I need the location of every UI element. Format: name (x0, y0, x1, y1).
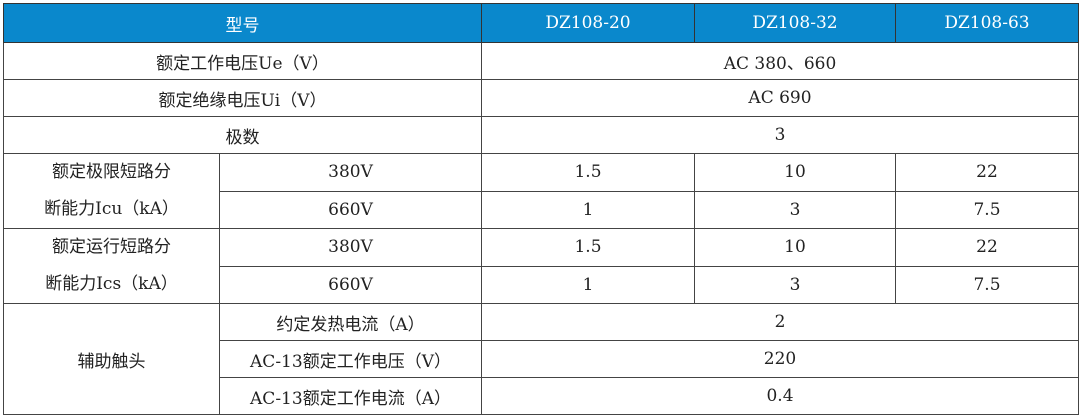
cell: 22 (895, 228, 1079, 267)
group-label-icu: 额定极限短路分 断能力Icu（kA） (3, 153, 220, 229)
row-value: 3 (481, 116, 1079, 154)
table-row: 660V 1 3 7.5 (4, 190, 1079, 229)
cell: 1 (481, 265, 695, 304)
model-col: DZ108-32 (694, 3, 896, 43)
cell: 7.5 (895, 190, 1079, 229)
row-value: AC 380、660 (481, 42, 1079, 80)
cell: 1.5 (481, 228, 695, 267)
row-label: 额定工作电压Ue（V） (3, 42, 482, 80)
model-col: DZ108-20 (481, 3, 695, 43)
label-line: 断能力Icu（kA） (44, 199, 179, 219)
row-label: 极数 (3, 116, 482, 154)
cell: 220 (481, 340, 1079, 378)
table-row: 660V 1 3 7.5 (4, 265, 1079, 304)
sub-label: 380V (219, 153, 482, 192)
sub-label: AC-13额定工作电压（V） (219, 340, 482, 378)
table-row: AC-13额定工作电流（A） 0.4 (4, 377, 1079, 415)
label-line: 额定运行短路分 (52, 237, 171, 257)
cell: 7.5 (895, 265, 1079, 304)
group-label-aux: 辅助触头 (3, 303, 220, 415)
sub-label: 660V (219, 190, 482, 229)
model-header: 型号 (3, 3, 482, 43)
cell: 2 (481, 303, 1079, 341)
row-label: 额定绝缘电压Ui（V） (3, 79, 482, 117)
cell: 10 (694, 228, 896, 267)
table-row: 额定绝缘电压Ui（V） AC 690 (3, 79, 1079, 117)
group-label-ics: 额定运行短路分 断能力Ics（kA） (3, 228, 220, 304)
sub-label: 660V (219, 265, 482, 304)
table-row: 额定极限短路分 断能力Icu（kA） 380V 1.5 10 22 (3, 153, 1079, 229)
label-line: 额定极限短路分 (52, 162, 171, 182)
table-row: 极数 3 (3, 116, 1079, 154)
cell: 1 (481, 190, 695, 229)
sub-label: AC-13额定工作电流（A） (219, 377, 482, 415)
cell: 1.5 (481, 153, 695, 192)
row-value: AC 690 (481, 79, 1079, 117)
sub-label: 380V (219, 228, 482, 267)
cell: 3 (694, 190, 896, 229)
spec-table: 型号 DZ108-20 DZ108-32 DZ108-63 额定工作电压Ue（V… (3, 3, 1079, 415)
cell: 3 (694, 265, 896, 304)
cell: 22 (895, 153, 1079, 192)
table-row: 额定工作电压Ue（V） AC 380、660 (3, 42, 1079, 80)
sub-label: 约定发热电流（A） (219, 303, 482, 341)
table-row: 额定运行短路分 断能力Ics（kA） 380V 1.5 10 22 (3, 228, 1079, 304)
table-row: 辅助触头 约定发热电流（A） 2 (3, 303, 1079, 415)
model-col: DZ108-63 (895, 3, 1079, 43)
label-line: 断能力Ics（kA） (45, 274, 178, 294)
header-row: 型号 DZ108-20 DZ108-32 DZ108-63 (3, 3, 1079, 43)
cell: 0.4 (481, 377, 1079, 415)
cell: 10 (694, 153, 896, 192)
